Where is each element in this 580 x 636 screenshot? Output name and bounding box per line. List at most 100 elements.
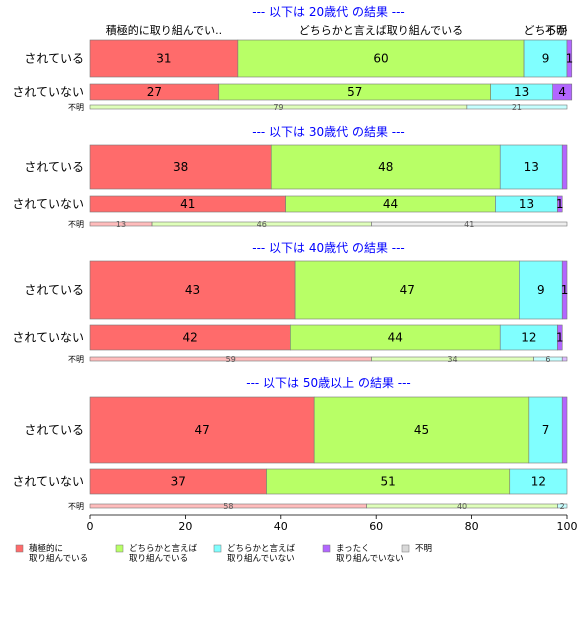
data-label: 41 [180, 197, 195, 211]
data-label: 7 [542, 423, 550, 437]
data-label: 48 [378, 160, 393, 174]
legend-label: 取り組んでいる [129, 553, 188, 564]
data-label: 4 [558, 85, 566, 99]
bar-segment [566, 39, 573, 78]
legend-label: どちらかと言えば [227, 543, 296, 554]
row-label: されている [24, 423, 84, 437]
x-tick-label: 0 [87, 520, 94, 533]
legend-entry: どちらかと言えば取り組んでいる [115, 543, 198, 564]
legend-label: 積極的に [29, 543, 63, 554]
data-label: 9 [542, 52, 550, 66]
bar-row: 不明 13 46 41 [68, 220, 568, 229]
data-label: 31 [156, 52, 171, 66]
group-title: --- 以下は 20歳代 の結果 --- [252, 5, 405, 19]
row-label: 不明 [68, 103, 84, 112]
data-label: 38 [173, 160, 188, 174]
data-label: 37 [171, 475, 186, 489]
row-label: 不明 [68, 355, 84, 364]
row-label: されていない [12, 331, 84, 345]
data-label: 45 [414, 423, 429, 437]
row-label: 不明 [68, 220, 84, 229]
bar-segment [89, 324, 291, 351]
data-label: 59 [226, 355, 236, 364]
data-label: 79 [273, 103, 283, 112]
top-category-label: どちらかと言えば取り組んでいる [299, 24, 463, 37]
data-label: 1 [566, 52, 574, 66]
bar-segment [89, 144, 272, 190]
bar-row: されていない 42 44 12 1 [12, 324, 564, 351]
legend-swatch [322, 544, 331, 553]
group-title: --- 以下は 30歳代 の結果 --- [252, 125, 405, 139]
bar-segment [499, 144, 563, 190]
data-label: 51 [380, 475, 395, 489]
data-label: 60 [373, 52, 388, 66]
data-label: 47 [194, 423, 209, 437]
bar-segment [557, 324, 563, 351]
bar-segment [466, 104, 568, 110]
chart-group: --- 以下は 50歳以上 の結果 --- されている 47 45 7 されていない 37 5… [12, 376, 568, 511]
top-category-label: 積極的に取り組んでい.. [106, 23, 222, 37]
bar-segment [561, 356, 568, 362]
bar-segment [89, 468, 267, 495]
data-label: 9 [537, 283, 545, 297]
top-category-label: どちらか [524, 24, 568, 37]
legend-label: 取り組んでいる [29, 553, 88, 564]
legend-label: どちらかと言えば [129, 543, 198, 554]
legend-label: 取り組んでいない [227, 553, 295, 564]
legend-swatch [15, 544, 24, 553]
data-label: 27 [147, 85, 162, 99]
x-tick-label: 60 [369, 520, 383, 533]
data-label: 43 [185, 283, 200, 297]
data-label: 34 [447, 355, 457, 364]
group-title: --- 以下は 40歳代 の結果 --- [252, 241, 405, 255]
bar-row: 不明 79 21 [68, 103, 568, 112]
row-label: されていない [12, 85, 84, 99]
legend-label: 取り組んでいない [336, 553, 404, 564]
bar-segment [313, 396, 530, 464]
row-label: されている [24, 283, 84, 297]
row-label: されている [24, 52, 84, 66]
x-axis: 0 20 40 60 80 100 [87, 514, 578, 533]
legend-swatch [213, 544, 222, 553]
bar-segment [89, 260, 296, 320]
x-tick-label: 100 [557, 520, 578, 533]
bar-segment [557, 503, 568, 509]
chart-group: --- 以下は 30歳代 の結果 --- されている 38 48 13 されていない 41 4… [12, 125, 568, 229]
legend: 積極的に取り組んでいるどちらかと言えば取り組んでいるどちらかと言えば取り組んでい… [15, 543, 432, 564]
bar-row: 不明 59 34 6 [68, 355, 568, 364]
data-label: 44 [388, 331, 403, 345]
bar-row: されていない 37 51 12 [12, 468, 568, 495]
x-tick-label: 80 [465, 520, 479, 533]
data-label: 13 [514, 85, 529, 99]
top-category-label: 不明 [545, 24, 567, 37]
data-label: 2 [560, 502, 565, 511]
legend-label: まったく [336, 544, 370, 554]
bar-segment [266, 468, 511, 495]
bar-segment [552, 83, 573, 101]
legend-entry: 不明 [401, 544, 432, 554]
data-label: 40 [457, 502, 467, 511]
bar-segment [528, 396, 563, 464]
bar-segment [557, 195, 563, 213]
bar-row: されている 47 45 7 [24, 396, 568, 464]
legend-swatch [115, 544, 124, 553]
data-label: 42 [183, 331, 198, 345]
bar-segment [509, 468, 568, 495]
row-label: されている [24, 160, 84, 174]
bar-segment [561, 396, 568, 464]
bar-segment [561, 260, 568, 320]
data-label: 46 [257, 220, 267, 229]
x-tick-label: 40 [274, 520, 288, 533]
chart-group: --- 以下は 40歳代 の結果 --- されている 43 47 9 1 されていない 42 4… [12, 241, 568, 364]
bar-segment [499, 324, 558, 351]
bar-segment [89, 396, 315, 464]
legend-swatch [401, 544, 410, 553]
legend-label: 不明 [415, 544, 432, 554]
bar-row: されている 38 48 13 [24, 144, 568, 190]
data-label: 12 [521, 331, 536, 345]
